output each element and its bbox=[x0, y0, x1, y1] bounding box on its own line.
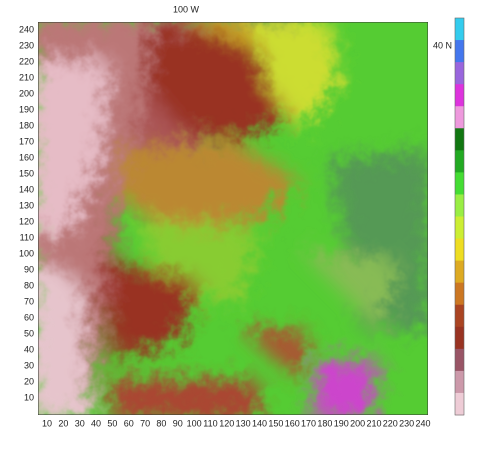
x-tick-label: 120 bbox=[219, 418, 234, 428]
colorbar-swatch bbox=[455, 392, 464, 416]
colorbar-swatch bbox=[455, 326, 464, 350]
x-tick-label: 100 bbox=[187, 418, 202, 428]
y-tick-label: 180 bbox=[19, 120, 34, 130]
x-tick-label: 240 bbox=[415, 418, 430, 428]
y-tick-label: 190 bbox=[19, 104, 34, 114]
colorbar-swatch bbox=[455, 260, 464, 284]
y-tick-label: 150 bbox=[19, 168, 34, 178]
colorbar bbox=[454, 17, 465, 416]
y-tick-label: 100 bbox=[19, 248, 34, 258]
colorbar-swatch bbox=[455, 348, 464, 372]
x-tick-label: 90 bbox=[173, 418, 183, 428]
top-label: 100 W bbox=[173, 4, 200, 14]
y-tick-label: 30 bbox=[24, 360, 34, 370]
y-tick-label: 10 bbox=[24, 392, 34, 402]
colorbar-swatch bbox=[455, 172, 464, 195]
colorbar-swatch bbox=[455, 194, 464, 217]
y-tick-label: 70 bbox=[24, 296, 34, 306]
colorbar-swatch bbox=[455, 282, 464, 306]
colorbar-frame bbox=[454, 17, 465, 416]
colorbar-swatch bbox=[455, 62, 464, 85]
y-tick-label: 160 bbox=[19, 152, 34, 162]
colorbar-swatch bbox=[455, 216, 464, 240]
colorbar-swatch bbox=[455, 18, 464, 41]
x-tick-label: 20 bbox=[58, 418, 68, 428]
x-tick-label: 40 bbox=[91, 418, 101, 428]
y-tick-label: 50 bbox=[24, 328, 34, 338]
y-tick-label: 60 bbox=[24, 312, 34, 322]
x-tick-label: 190 bbox=[334, 418, 349, 428]
y-tick-label: 40 bbox=[24, 344, 34, 354]
y-tick-label: 20 bbox=[24, 376, 34, 386]
y-tick-label: 90 bbox=[24, 264, 34, 274]
colorbar-swatch bbox=[455, 84, 464, 107]
y-tick-label: 140 bbox=[19, 184, 34, 194]
y-tick-label: 110 bbox=[20, 232, 34, 242]
x-tick-label: 150 bbox=[268, 418, 283, 428]
colorbar-swatch bbox=[455, 40, 464, 63]
y-tick-label: 220 bbox=[19, 56, 34, 66]
x-tick-label: 70 bbox=[140, 418, 150, 428]
x-tick-label: 200 bbox=[350, 418, 365, 428]
y-tick-label: 200 bbox=[19, 88, 34, 98]
x-tick-label: 220 bbox=[383, 418, 398, 428]
x-tick-label: 110 bbox=[203, 418, 217, 428]
y-tick-label: 130 bbox=[19, 200, 34, 210]
x-tick-label: 10 bbox=[42, 418, 52, 428]
x-tick-label: 80 bbox=[156, 418, 166, 428]
x-tick-label: 170 bbox=[301, 418, 316, 428]
y-tick-label: 170 bbox=[19, 136, 34, 146]
x-tick-label: 30 bbox=[75, 418, 85, 428]
colorbar-swatch bbox=[455, 150, 464, 173]
x-tick-label: 50 bbox=[107, 418, 117, 428]
colorbar-swatch bbox=[455, 304, 464, 328]
y-tick-label: 120 bbox=[19, 216, 34, 226]
x-tick-label: 230 bbox=[399, 418, 414, 428]
y-tick-label: 80 bbox=[24, 280, 34, 290]
y-tick-label: 230 bbox=[19, 40, 34, 50]
contour-field bbox=[38, 22, 428, 415]
x-tick-label: 140 bbox=[252, 418, 267, 428]
colorbar-swatch bbox=[455, 106, 464, 129]
right-label: 40 N bbox=[433, 40, 452, 50]
x-tick-label: 60 bbox=[124, 418, 134, 428]
colorbar-swatch bbox=[455, 238, 464, 262]
x-tick-label: 130 bbox=[236, 418, 251, 428]
x-tick-label: 180 bbox=[317, 418, 332, 428]
y-tick-label: 240 bbox=[19, 24, 34, 34]
y-tick-label: 210 bbox=[19, 72, 34, 82]
x-tick-label: 210 bbox=[366, 418, 381, 428]
colorbar-swatch bbox=[455, 128, 464, 151]
x-tick-label: 160 bbox=[285, 418, 300, 428]
axes: 10 20 30 40 50 60 70 80 90 100 110 120 130 140 150 160 1… bbox=[19, 24, 431, 428]
colorbar-swatch bbox=[455, 370, 464, 394]
